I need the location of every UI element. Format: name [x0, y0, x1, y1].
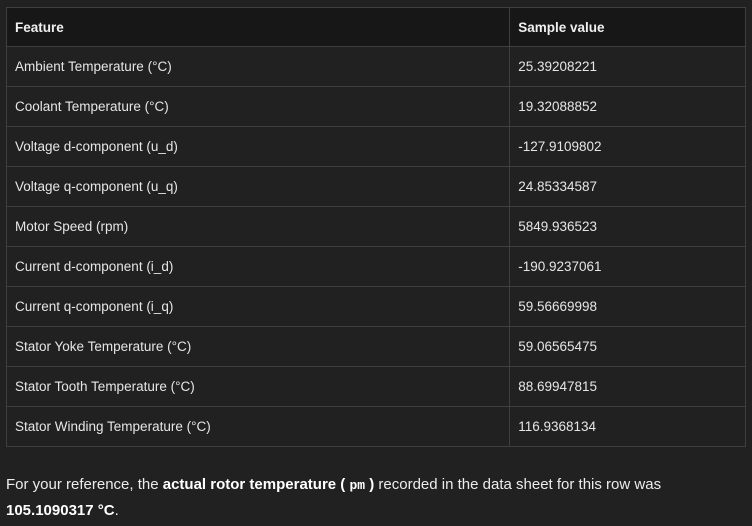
table-row: Stator Yoke Temperature (°C) 59.06565475 [5, 326, 746, 367]
value-cell: 25.39208221 [509, 46, 746, 87]
column-header-feature: Feature [5, 7, 511, 47]
table-row: Coolant Temperature (°C) 19.32088852 [5, 86, 746, 127]
feature-cell: Stator Yoke Temperature (°C) [5, 326, 511, 367]
feature-cell: Motor Speed (rpm) [5, 206, 511, 247]
table-header-row: Feature Sample value [5, 7, 746, 47]
note-suffix: . [114, 502, 119, 519]
note-bold-label: actual rotor temperature ( [162, 476, 346, 493]
value-cell: 5849.936523 [509, 206, 746, 247]
feature-cell: Voltage d-component (u_d) [5, 126, 511, 167]
feature-cell: Current q-component (i_q) [5, 286, 511, 327]
reference-note: For your reference, the actual rotor tem… [6, 472, 746, 523]
value-cell: -127.9109802 [509, 126, 746, 167]
feature-table: Feature Sample value Ambient Temperature… [5, 7, 746, 447]
feature-cell: Current d-component (i_d) [5, 246, 511, 287]
inline-code-pm: pm [349, 478, 366, 493]
table-row: Current d-component (i_d) -190.9237061 [5, 246, 746, 287]
value-cell: 24.85334587 [509, 166, 746, 207]
table-row: Ambient Temperature (°C) 25.39208221 [5, 46, 746, 87]
note-middle: recorded in the data sheet for this row … [374, 476, 662, 493]
value-cell: -190.9237061 [509, 246, 746, 287]
note-bold-close: ) [369, 476, 375, 493]
table-row: Voltage d-component (u_d) -127.9109802 [5, 126, 746, 167]
table-row: Current q-component (i_q) 59.56669998 [5, 286, 746, 327]
table-row: Stator Tooth Temperature (°C) 88.6994781… [5, 366, 746, 407]
table-row: Stator Winding Temperature (°C) 116.9368… [5, 406, 746, 447]
value-cell: 59.06565475 [509, 326, 746, 367]
feature-cell: Voltage q-component (u_q) [5, 166, 511, 207]
value-cell: 59.56669998 [509, 286, 746, 327]
feature-cell: Stator Tooth Temperature (°C) [5, 366, 511, 407]
table-row: Voltage q-component (u_q) 24.85334587 [5, 166, 746, 207]
rotor-temperature-value: 105.1090317 °C [6, 502, 115, 519]
table-row: Motor Speed (rpm) 5849.936523 [5, 206, 746, 247]
column-header-sample-value: Sample value [509, 7, 746, 47]
feature-cell: Stator Winding Temperature (°C) [5, 406, 511, 447]
feature-cell: Coolant Temperature (°C) [5, 86, 511, 127]
value-cell: 88.69947815 [509, 366, 746, 407]
value-cell: 116.9368134 [509, 406, 746, 447]
value-cell: 19.32088852 [509, 86, 746, 127]
note-prefix: For your reference, the [6, 476, 163, 493]
feature-cell: Ambient Temperature (°C) [5, 46, 511, 87]
